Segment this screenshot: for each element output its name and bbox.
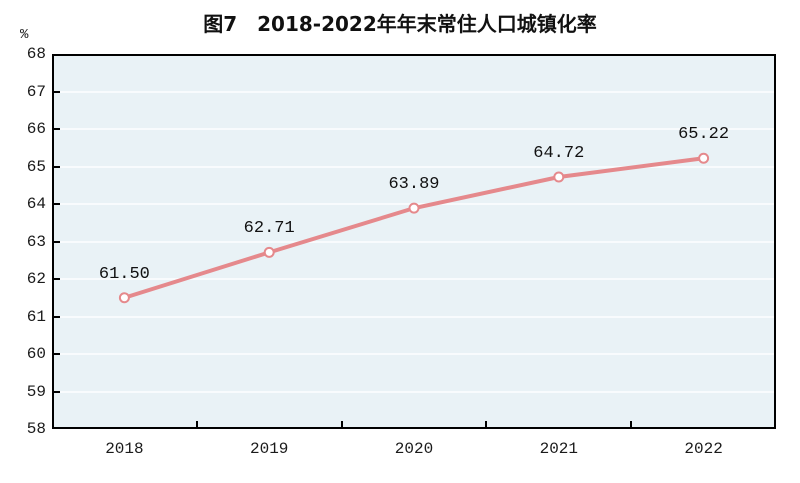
y-axis-tick [52, 390, 60, 393]
grid-line [52, 240, 776, 243]
y-axis-label: 68 [26, 45, 46, 63]
grid-line [52, 165, 776, 168]
grid-line [52, 315, 776, 318]
y-axis-tick [52, 128, 60, 130]
x-axis-label: 2022 [684, 440, 723, 458]
y-axis-label: 62 [26, 270, 46, 288]
grid-line [52, 390, 776, 393]
data-point-label: 65.22 [678, 125, 730, 145]
data-point-label: 63.89 [388, 175, 440, 195]
grid-line [52, 128, 776, 130]
y-axis-label: 64 [26, 195, 46, 213]
y-axis-tick [52, 315, 60, 318]
y-axis-label: 61 [26, 307, 46, 326]
y-axis-label: 63 [26, 232, 46, 251]
y-axis-tick [52, 165, 60, 168]
y-axis-label: 67 [26, 82, 46, 101]
x-axis-tick [340, 421, 343, 429]
x-axis-tick [485, 421, 488, 429]
data-point-marker [118, 292, 130, 304]
y-axis-label: 59 [26, 382, 46, 401]
y-axis-label: 65 [26, 157, 46, 176]
y-axis-tick [52, 353, 60, 355]
data-point-label: 62.71 [243, 219, 295, 239]
y-axis-tick [52, 278, 60, 280]
x-axis-tick [630, 421, 633, 429]
y-axis-label: 58 [26, 420, 46, 438]
y-axis-tick [52, 90, 60, 93]
x-axis-label: 2021 [539, 440, 578, 458]
grid-line [52, 90, 776, 93]
data-point-marker [263, 246, 275, 258]
chart-title: 图7 2018-2022年年末常住人口城镇化率 [203, 12, 597, 36]
data-point-marker [698, 152, 710, 164]
data-point-marker [553, 171, 565, 183]
x-axis-label: 2019 [249, 440, 289, 458]
y-axis-label: 60 [26, 345, 46, 363]
y-axis-unit-label: % [20, 27, 29, 43]
plot-area [52, 54, 776, 429]
line-series [118, 152, 710, 304]
y-axis-label: 66 [26, 120, 46, 138]
grid-line [52, 353, 776, 355]
x-axis-tick [195, 421, 198, 429]
data-point-label: 61.50 [98, 264, 150, 284]
y-axis-tick [52, 203, 60, 205]
x-axis-label: 2020 [394, 440, 434, 458]
y-axis-tick [52, 240, 60, 243]
grid-line [52, 278, 776, 280]
x-axis-label: 2018 [105, 440, 144, 458]
data-point-label: 64.72 [533, 144, 585, 163]
data-point-marker [408, 202, 420, 214]
